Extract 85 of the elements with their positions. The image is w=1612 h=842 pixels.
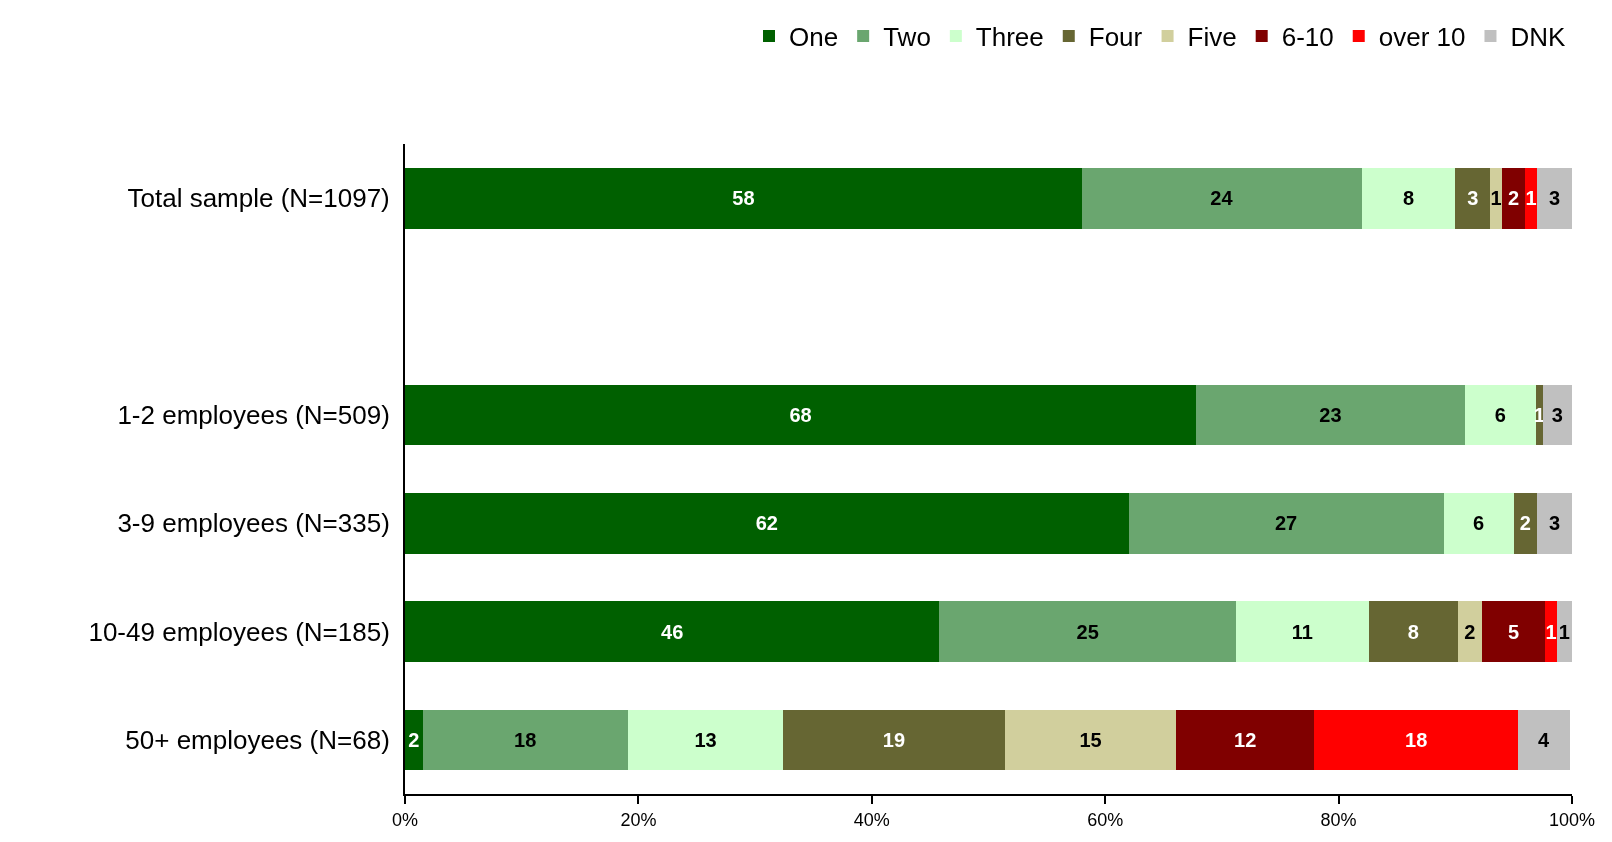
- bar: [1455, 167, 1491, 229]
- bar: [1518, 709, 1570, 771]
- data-label: 13: [694, 728, 717, 751]
- bar: [1361, 167, 1456, 229]
- legend-label: Four: [1088, 22, 1143, 53]
- bar: [1513, 492, 1537, 554]
- data-label: 6: [1494, 403, 1506, 426]
- data-label: 8: [1407, 620, 1419, 643]
- data-label: 27: [1274, 512, 1298, 535]
- bar: [1542, 384, 1572, 446]
- bar: [1536, 492, 1572, 554]
- data-label: 12: [1234, 728, 1257, 751]
- data-label: 62: [755, 512, 778, 535]
- x-tick-label: 40%: [853, 809, 890, 830]
- data-label: 23: [1319, 403, 1342, 426]
- y-tick-label: 3-9 employees (N=335): [117, 508, 390, 539]
- data-label: 3: [1467, 187, 1479, 210]
- data-label: 6: [1473, 512, 1485, 535]
- data-label: 1: [1525, 187, 1537, 210]
- data-label: 8: [1403, 187, 1415, 210]
- legend-label: Five: [1187, 22, 1237, 53]
- bar: [783, 709, 1005, 771]
- data-label: 18: [514, 728, 537, 751]
- bar: [1443, 492, 1514, 554]
- bar: [1545, 601, 1557, 662]
- data-label: 19: [882, 728, 906, 751]
- bar: [1368, 601, 1458, 662]
- bar: [405, 492, 1129, 554]
- y-tick-label: 10-49 employees (N=185): [88, 616, 390, 647]
- bar: [405, 384, 1197, 446]
- data-label: 2: [1464, 620, 1476, 643]
- bar: [939, 601, 1236, 662]
- data-label: 18: [1405, 728, 1428, 751]
- data-label: 1: [1490, 187, 1502, 210]
- x-tick-label: 100%: [1548, 809, 1596, 830]
- data-label: 68: [789, 403, 812, 426]
- bar: [405, 601, 940, 662]
- legend-label: Three: [975, 22, 1044, 53]
- legend-label: DNK: [1510, 22, 1567, 53]
- bar: [627, 709, 784, 771]
- bar: [1314, 709, 1519, 771]
- data-label: 5: [1508, 620, 1520, 643]
- bar: [1525, 167, 1537, 229]
- data-label: 3: [1548, 512, 1561, 535]
- data-label: 15: [1079, 728, 1102, 751]
- bar: [1457, 601, 1483, 662]
- data-label: 2: [408, 728, 420, 751]
- bar: [1004, 709, 1177, 771]
- data-label: 24: [1210, 187, 1234, 210]
- bar: [1196, 384, 1465, 446]
- bar: [1482, 601, 1546, 662]
- bar: [1536, 167, 1572, 229]
- bar: [1490, 167, 1502, 229]
- bar: [405, 709, 423, 771]
- data-label: 2: [1519, 512, 1531, 535]
- bar: [405, 167, 1082, 229]
- bar: [1556, 601, 1572, 662]
- x-tick-label: 80%: [1320, 809, 1357, 830]
- data-label: 46: [661, 620, 684, 643]
- bar: [1235, 601, 1369, 662]
- y-tick-label: Total sample (N=1097): [127, 183, 390, 214]
- data-label: 3: [1548, 187, 1561, 210]
- bar: [1176, 709, 1315, 771]
- bar: [1081, 167, 1362, 229]
- bar: [1128, 492, 1444, 554]
- x-tick-label: 60%: [1087, 809, 1124, 830]
- data-label: 25: [1076, 620, 1099, 643]
- bar: [422, 709, 628, 771]
- legend-label: over 10: [1378, 22, 1466, 53]
- data-label: 1: [1545, 620, 1557, 643]
- data-label: 4: [1537, 728, 1550, 751]
- data-label: 3: [1551, 403, 1563, 426]
- x-tick-label: 20%: [620, 809, 657, 830]
- legend-label: Two: [883, 22, 931, 53]
- bar: [1464, 384, 1536, 446]
- legend-label: One: [789, 22, 839, 53]
- legend-label: 6-10: [1281, 22, 1334, 53]
- y-tick-label: 50+ employees (N=68): [125, 724, 390, 755]
- data-label: 1: [1558, 620, 1570, 643]
- data-label: 58: [732, 187, 755, 210]
- bar: [1501, 167, 1526, 229]
- data-label: 11: [1291, 620, 1313, 643]
- x-tick-label: 0%: [391, 809, 419, 830]
- data-label: 2: [1508, 187, 1520, 210]
- y-tick-label: 1-2 employees (N=509): [117, 399, 390, 430]
